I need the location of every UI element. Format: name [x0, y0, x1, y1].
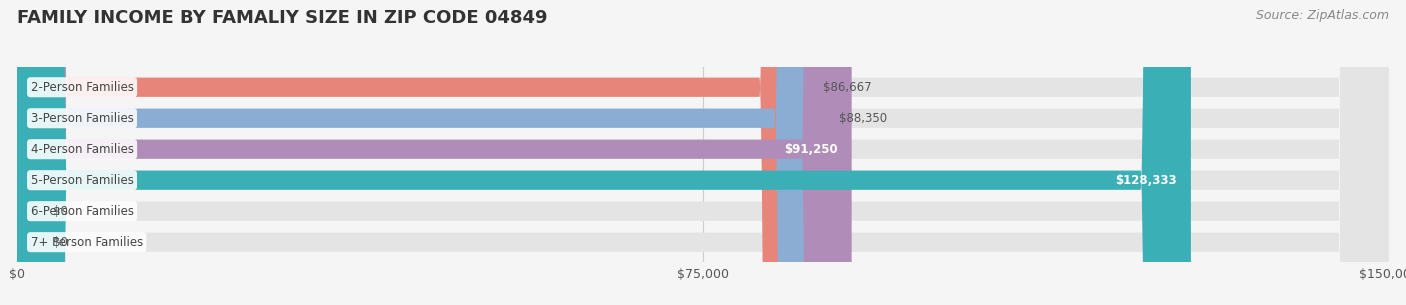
FancyBboxPatch shape: [17, 0, 1389, 305]
Text: 3-Person Families: 3-Person Families: [31, 112, 134, 125]
Text: 6-Person Families: 6-Person Families: [31, 205, 134, 218]
FancyBboxPatch shape: [17, 0, 1389, 305]
FancyBboxPatch shape: [17, 0, 825, 305]
FancyBboxPatch shape: [17, 0, 1191, 305]
Text: $0: $0: [53, 205, 69, 218]
FancyBboxPatch shape: [17, 0, 1389, 305]
Text: FAMILY INCOME BY FAMALIY SIZE IN ZIP CODE 04849: FAMILY INCOME BY FAMALIY SIZE IN ZIP COD…: [17, 9, 547, 27]
Text: Source: ZipAtlas.com: Source: ZipAtlas.com: [1256, 9, 1389, 22]
FancyBboxPatch shape: [17, 0, 1389, 305]
Text: 2-Person Families: 2-Person Families: [31, 81, 134, 94]
Text: 4-Person Families: 4-Person Families: [31, 143, 134, 156]
FancyBboxPatch shape: [17, 0, 810, 305]
Text: $88,350: $88,350: [839, 112, 887, 125]
Text: $128,333: $128,333: [1115, 174, 1177, 187]
FancyBboxPatch shape: [17, 0, 1389, 305]
Text: $86,667: $86,667: [824, 81, 872, 94]
Text: 5-Person Families: 5-Person Families: [31, 174, 134, 187]
Text: 7+ Person Families: 7+ Person Families: [31, 236, 143, 249]
Text: $91,250: $91,250: [785, 143, 838, 156]
FancyBboxPatch shape: [17, 0, 852, 305]
FancyBboxPatch shape: [17, 0, 1389, 305]
Text: $0: $0: [53, 236, 69, 249]
